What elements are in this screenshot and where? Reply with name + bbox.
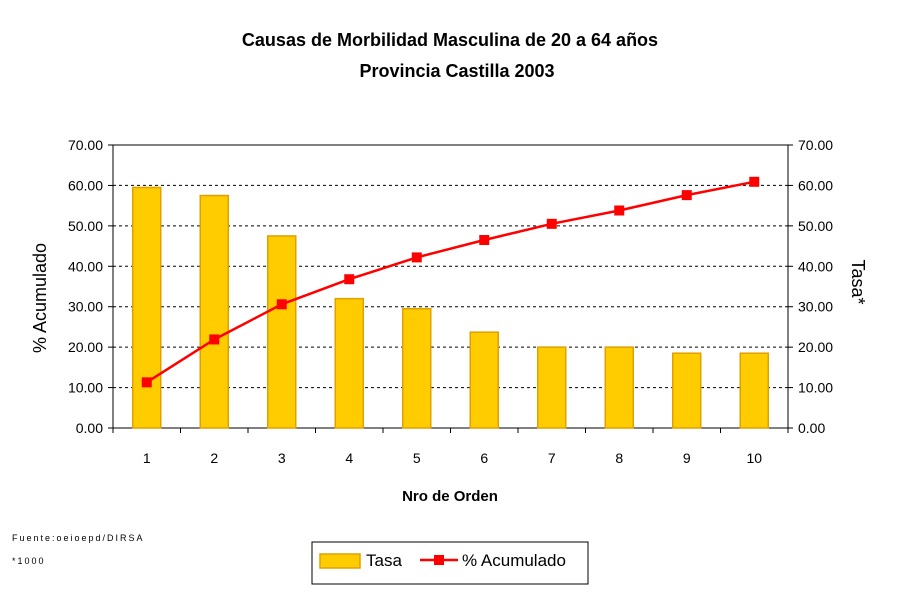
- legend-swatch-tasa: [319, 553, 361, 569]
- legend-marker-acumulado: [434, 555, 444, 565]
- y-axis-title-left: % Acumulado: [30, 243, 50, 353]
- x-tick-label: 9: [683, 450, 691, 466]
- x-tick-label: 8: [615, 450, 623, 466]
- bar-tasa: [267, 235, 297, 429]
- bar-tasa: [672, 352, 702, 429]
- y-tick-label-right: 20.00: [798, 339, 833, 355]
- y-tick-label-right: 30.00: [798, 299, 833, 315]
- bar-tasa: [132, 186, 162, 429]
- legend: Tasa % Acumulado: [311, 541, 589, 585]
- legend-label-tasa: Tasa: [366, 551, 402, 570]
- y-tick-label-left: 30.00: [68, 299, 103, 315]
- bar-tasa: [334, 297, 364, 429]
- bar-tasa: [537, 346, 567, 429]
- x-tick-label: 2: [210, 450, 218, 466]
- y-tick-label-left: 50.00: [68, 218, 103, 234]
- x-tick-label: 4: [345, 450, 353, 466]
- source-footnote: Fuente:oeioepd/DIRSA: [12, 533, 145, 543]
- chart-title: Causas de Morbilidad Masculina de 20 a 6…: [242, 30, 658, 50]
- bar-tasa: [469, 331, 499, 429]
- marker-acumulado: [681, 190, 692, 201]
- y-tick-label-left: 0.00: [76, 420, 103, 436]
- x-tick-label: 7: [548, 450, 556, 466]
- x-tick-label: 6: [480, 450, 488, 466]
- marker-acumulado: [209, 334, 220, 345]
- legend-label-acumulado: % Acumulado: [462, 551, 566, 570]
- x-tick-label: 1: [143, 450, 151, 466]
- marker-acumulado: [479, 235, 490, 246]
- x-tick-label: 10: [746, 450, 762, 466]
- x-tick-label: 3: [278, 450, 286, 466]
- y-axis-title-right: Tasa*: [848, 259, 868, 304]
- y-tick-label-left: 10.00: [68, 380, 103, 396]
- bar-tasa: [604, 346, 634, 429]
- marker-acumulado: [276, 299, 287, 310]
- marker-acumulado: [141, 377, 152, 388]
- y-tick-label-right: 10.00: [798, 380, 833, 396]
- bar-tasa: [739, 352, 769, 429]
- y-tick-label-right: 70.00: [798, 137, 833, 153]
- bar-tasa: [199, 194, 229, 429]
- marker-acumulado: [344, 274, 355, 285]
- bar-tasa: [402, 307, 432, 429]
- marker-acumulado: [749, 176, 760, 187]
- plot-area: 0.00 0.00 10.00 10.00 20.00 20.00 30.00 30.00 40…: [68, 137, 833, 466]
- chart-subtitle: Provincia Castilla 2003: [359, 61, 554, 81]
- y-tick-label-right: 0.00: [798, 420, 825, 436]
- y-tick-label-left: 40.00: [68, 258, 103, 274]
- marker-acumulado: [546, 218, 557, 229]
- x-axis-title: Nro de Orden: [402, 488, 498, 505]
- y-tick-label-right: 50.00: [798, 218, 833, 234]
- rate-footnote: *1000: [12, 556, 46, 566]
- x-tick-label: 5: [413, 450, 421, 466]
- line-acumulado: [146, 180, 755, 384]
- y-tick-label-left: 60.00: [68, 177, 103, 193]
- marker-acumulado: [614, 205, 625, 216]
- y-tick-label-left: 20.00: [68, 339, 103, 355]
- marker-acumulado: [411, 252, 422, 263]
- y-tick-label-right: 60.00: [798, 177, 833, 193]
- y-tick-label-right: 40.00: [798, 258, 833, 274]
- y-tick-label-left: 70.00: [68, 137, 103, 153]
